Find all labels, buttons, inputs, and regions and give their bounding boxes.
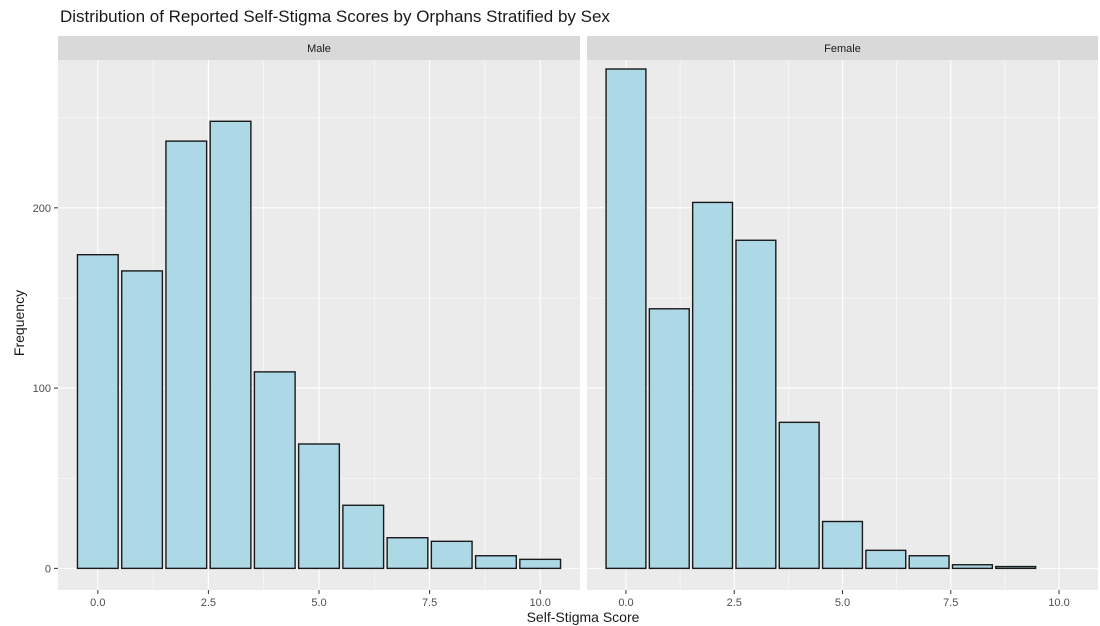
bar-female-6 bbox=[865, 549, 907, 570]
x-tick-label: 0.0 bbox=[618, 597, 633, 609]
x-tick-label: 2.5 bbox=[727, 597, 742, 609]
panels: Male 0.0 2.5 5.0 7.5 10.0 0 100 200 Female 0.0 2.5 5… bbox=[33, 36, 1098, 609]
bar-female-4 bbox=[778, 421, 820, 570]
facet-strip bbox=[58, 36, 580, 60]
chart-title: Distribution of Reported Self-Stigma Sco… bbox=[60, 7, 610, 26]
bar-female-8 bbox=[951, 564, 994, 570]
x-axis-title: Self-Stigma Score bbox=[527, 609, 640, 625]
x-tick-label: 5.0 bbox=[311, 597, 326, 609]
bar-male-1 bbox=[121, 270, 164, 570]
bar-male-6 bbox=[342, 504, 385, 570]
facet-strip bbox=[587, 36, 1098, 60]
bar-male-9 bbox=[474, 555, 517, 570]
y-tick-label: 100 bbox=[33, 383, 51, 395]
y-tick-label: 200 bbox=[33, 203, 51, 215]
bar-female-9 bbox=[995, 565, 1037, 570]
facet-strip-label: Female bbox=[824, 43, 861, 55]
x-tick-label: 7.5 bbox=[422, 597, 437, 609]
bar-male-5 bbox=[297, 443, 341, 570]
y-tick-label: 0 bbox=[45, 563, 51, 575]
x-tick-label: 10.0 bbox=[1048, 597, 1069, 609]
facet-strip-label: Male bbox=[307, 43, 331, 55]
bar-male-7 bbox=[386, 537, 429, 570]
bar-male-8 bbox=[430, 540, 473, 570]
x-tick-label: 5.0 bbox=[835, 597, 850, 609]
bar-male-0 bbox=[76, 253, 119, 570]
bar-female-7 bbox=[908, 555, 950, 570]
y-axis-title: Frequency bbox=[11, 290, 27, 356]
bar-male-3 bbox=[209, 120, 252, 570]
bar-male-10 bbox=[519, 558, 562, 570]
x-tick-label: 7.5 bbox=[943, 597, 958, 609]
bar-male-4 bbox=[253, 371, 296, 570]
x-tick-label: 0.0 bbox=[90, 597, 105, 609]
panel-male: Male 0.0 2.5 5.0 7.5 10.0 0 100 200 bbox=[33, 36, 580, 609]
panel-female: Female 0.0 2.5 5.0 7.5 10.0 bbox=[587, 36, 1098, 609]
x-tick-label: 10.0 bbox=[529, 597, 550, 609]
bar-female-3 bbox=[735, 239, 777, 570]
bar-female-1 bbox=[648, 308, 690, 570]
bar-male-2 bbox=[165, 140, 208, 570]
bar-female-0 bbox=[605, 68, 647, 570]
x-tick-label: 2.5 bbox=[201, 597, 216, 609]
bar-female-5 bbox=[821, 520, 864, 570]
bar-female-2 bbox=[691, 201, 734, 570]
